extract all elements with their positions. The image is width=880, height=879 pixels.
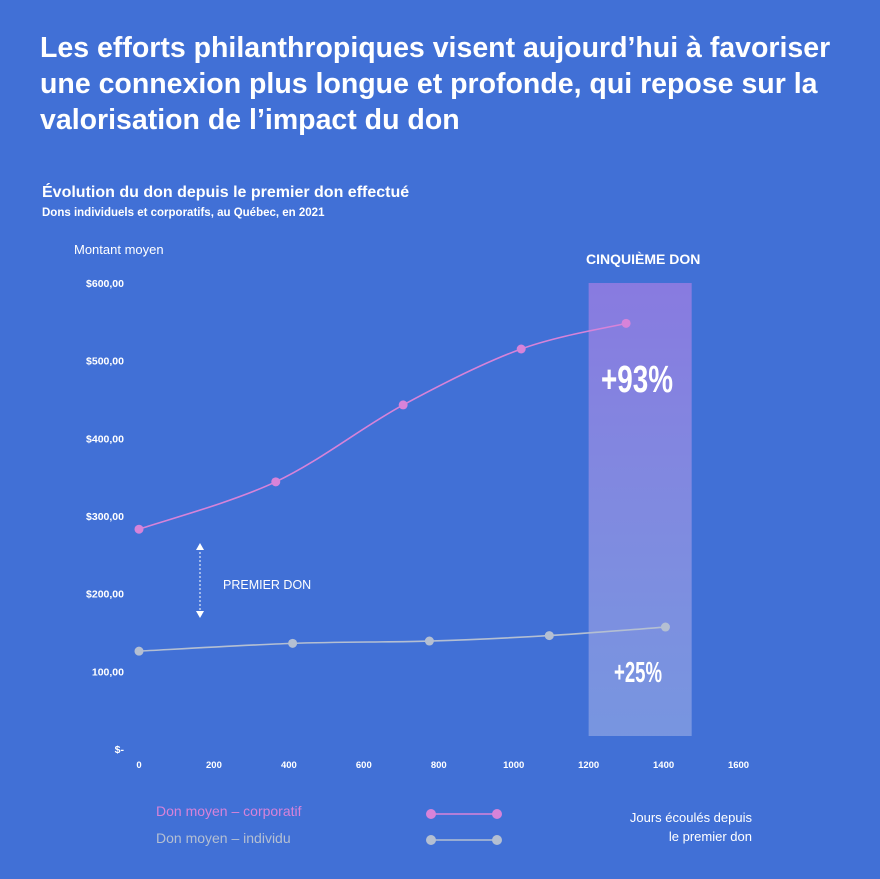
x-tick-label: 1600 bbox=[728, 760, 749, 771]
y-tick-label: $- bbox=[115, 744, 125, 756]
y-tick-label: 100,00 bbox=[92, 666, 124, 678]
data-point-corporate bbox=[134, 524, 144, 534]
x-tick-label: 0 bbox=[136, 760, 141, 771]
data-point-individual bbox=[544, 631, 554, 641]
legend-marker-corporate bbox=[492, 809, 502, 819]
first-gift-label: PREMIER DON bbox=[223, 578, 311, 592]
series-line-corporate bbox=[138, 322, 627, 530]
legend-marker-individual bbox=[492, 835, 502, 845]
data-point-corporate bbox=[516, 344, 526, 354]
chart-title: Évolution du don depuis le premier don e… bbox=[42, 184, 410, 201]
arrow-down-icon bbox=[196, 611, 204, 618]
headline: Les efforts philanthropiques visent aujo… bbox=[40, 32, 831, 136]
x-tick-label: 400 bbox=[281, 760, 297, 771]
x-tick-label: 800 bbox=[431, 760, 447, 771]
highlight-band-label: CINQUIÈME DON bbox=[586, 251, 700, 267]
legend-corporate: Don moyen – corporatif bbox=[156, 803, 302, 819]
x-tick-label: 1400 bbox=[653, 760, 674, 771]
y-tick-label: $600,00 bbox=[86, 278, 124, 290]
x-axis-label-line: le premier don bbox=[668, 829, 752, 844]
data-point-corporate bbox=[621, 318, 631, 328]
data-point-individual bbox=[134, 646, 144, 656]
y-tick-label: $300,00 bbox=[86, 511, 124, 523]
data-point-corporate bbox=[271, 477, 281, 487]
arrow-up-icon bbox=[196, 543, 204, 550]
data-point-individual bbox=[660, 622, 670, 632]
corporate-change-label: +93% bbox=[601, 359, 673, 401]
data-point-individual bbox=[288, 638, 298, 648]
x-tick-label: 200 bbox=[206, 760, 222, 771]
series-line-individual bbox=[138, 626, 666, 652]
x-axis-label-line: Jours écoulés depuis bbox=[629, 810, 752, 825]
y-axis-label: Montant moyen bbox=[74, 242, 164, 257]
highlight-band bbox=[588, 283, 692, 736]
x-tick-label: 1000 bbox=[503, 760, 524, 771]
y-tick-label: $500,00 bbox=[86, 356, 124, 368]
data-point-individual bbox=[424, 636, 434, 646]
x-axis-label: Jours écoulés depuis le premier don bbox=[552, 808, 752, 846]
x-tick-label: 1200 bbox=[578, 760, 599, 771]
y-tick-label: $400,00 bbox=[86, 433, 124, 445]
legend-marker-corporate bbox=[426, 809, 436, 819]
legend-marker-individual bbox=[426, 835, 436, 845]
x-tick-label: 600 bbox=[356, 760, 372, 771]
data-point-corporate bbox=[398, 400, 408, 410]
chart-subtitle: Dons individuels et corporatifs, au Québ… bbox=[42, 207, 325, 219]
individual-change-label: +25% bbox=[614, 657, 662, 689]
legend-individual: Don moyen – individu bbox=[156, 830, 291, 846]
y-tick-label: $200,00 bbox=[86, 589, 124, 601]
